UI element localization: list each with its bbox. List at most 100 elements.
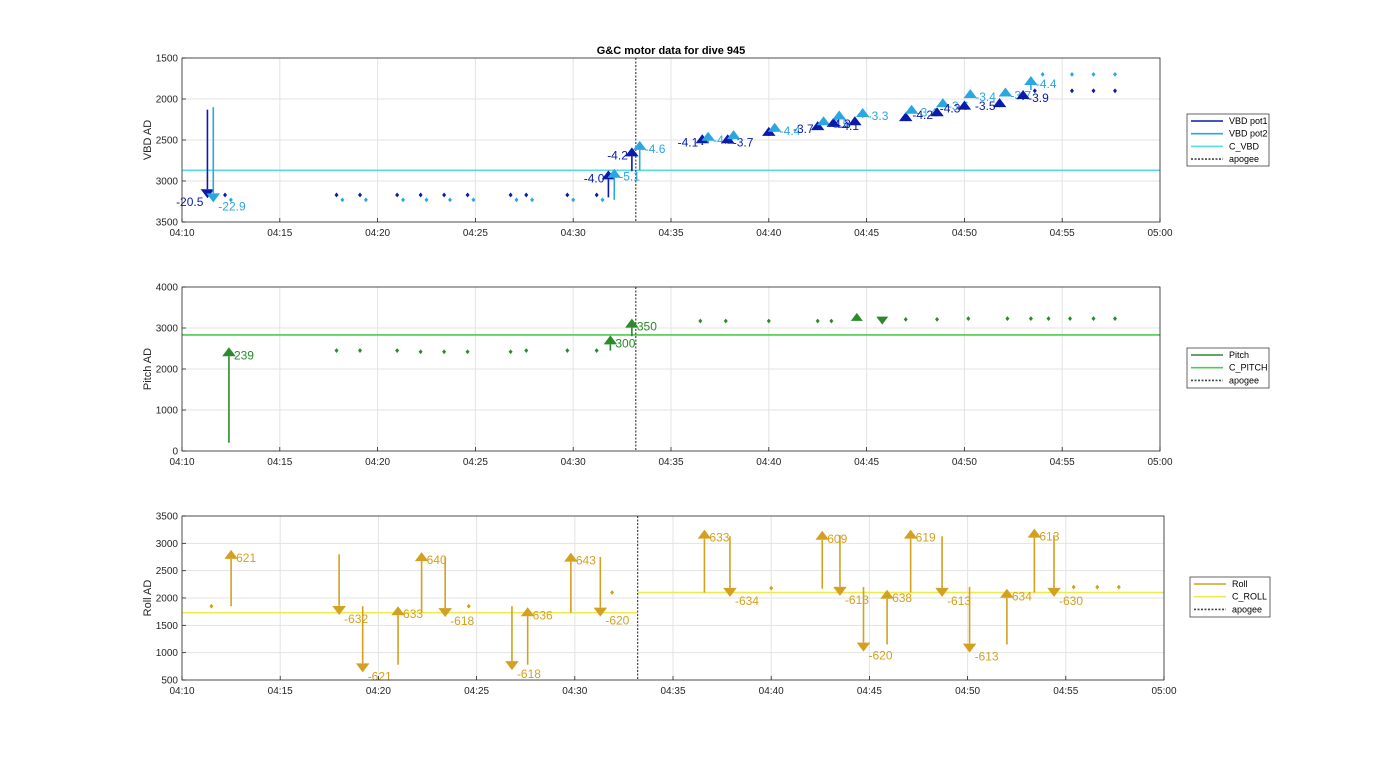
y-tick-label: 2000 bbox=[156, 95, 179, 106]
legend-label: Roll bbox=[1232, 579, 1248, 589]
arrow-head bbox=[332, 605, 346, 615]
y-tick-label: 1000 bbox=[156, 648, 179, 659]
data-point bbox=[418, 192, 423, 198]
arrow-head bbox=[930, 107, 944, 117]
data-point bbox=[1113, 88, 1118, 94]
x-tick-label: 04:55 bbox=[1050, 228, 1075, 239]
arrow-head bbox=[856, 642, 871, 652]
data-point bbox=[723, 318, 728, 324]
x-tick-label: 05:00 bbox=[1147, 457, 1172, 468]
arrow-label: -3.3 bbox=[868, 109, 889, 123]
arrow-head bbox=[625, 147, 639, 157]
y-tick-label: 4000 bbox=[156, 283, 179, 294]
x-tick-label: 04:40 bbox=[756, 228, 781, 239]
x-tick-label: 04:20 bbox=[366, 686, 391, 697]
x-tick-label: 04:50 bbox=[955, 686, 980, 697]
arrow-head bbox=[767, 122, 782, 132]
x-tick-label: 04:45 bbox=[854, 228, 879, 239]
data-point bbox=[1116, 584, 1121, 590]
data-point bbox=[769, 585, 774, 591]
arrow-head bbox=[564, 552, 578, 562]
legend-label: VBD pot2 bbox=[1229, 129, 1268, 139]
arrow-label: -22.9 bbox=[218, 199, 246, 213]
x-tick-label: 04:30 bbox=[561, 457, 586, 468]
legend-label: C_VBD bbox=[1229, 141, 1260, 151]
plot-frame bbox=[181, 515, 1165, 681]
arrow-label: -613 bbox=[947, 594, 971, 608]
x-tick-label: 04:10 bbox=[169, 457, 194, 468]
x-tick-label: 04:25 bbox=[463, 228, 488, 239]
arrow-head bbox=[904, 104, 919, 114]
data-point bbox=[334, 348, 339, 353]
data-point bbox=[466, 603, 471, 609]
arrow-head bbox=[355, 663, 370, 673]
arrow-head bbox=[593, 607, 608, 617]
arrow-label: -634 bbox=[735, 594, 759, 608]
data-point bbox=[1113, 72, 1118, 77]
data-point bbox=[442, 192, 447, 198]
data-point bbox=[340, 197, 345, 203]
x-tick-label: 04:20 bbox=[365, 228, 390, 239]
data-point bbox=[401, 197, 406, 203]
arrow-label: -3.4 bbox=[975, 90, 996, 104]
arrow-label: 633 bbox=[403, 607, 423, 621]
arrow-head bbox=[726, 130, 741, 140]
y-tick-label: 2500 bbox=[156, 566, 179, 577]
y-axis-label: Pitch AD bbox=[142, 348, 154, 390]
data-point bbox=[508, 192, 513, 198]
y-tick-label: 1000 bbox=[156, 406, 179, 417]
y-tick-label: 1500 bbox=[156, 621, 179, 632]
y-axis-label: Roll AD bbox=[142, 580, 154, 617]
arrow-label: -620 bbox=[869, 649, 893, 663]
arrow-label: -3.7 bbox=[793, 122, 814, 136]
x-tick-label: 04:50 bbox=[952, 228, 977, 239]
arrow-head bbox=[695, 134, 710, 144]
arrow-head bbox=[855, 108, 870, 118]
arrow-head bbox=[607, 168, 622, 178]
pitch-panel: 04:10 04:15 04:20 04:25 04:30 04:35 04:40 04:45… bbox=[142, 283, 1270, 468]
data-point bbox=[1046, 316, 1051, 321]
x-tick-label: 04:45 bbox=[854, 457, 879, 468]
x-tick-label: 04:55 bbox=[1053, 686, 1078, 697]
arrow-label: 633 bbox=[709, 531, 729, 545]
x-tick-label: 05:00 bbox=[1147, 228, 1172, 239]
arrow-label: -4.1 bbox=[678, 135, 699, 149]
x-tick-label: 04:40 bbox=[756, 457, 781, 468]
arrow-label: -4.2 bbox=[912, 108, 933, 122]
arrow-head bbox=[438, 608, 452, 618]
x-tick-label: 04:15 bbox=[268, 686, 293, 697]
data-point bbox=[1032, 88, 1037, 94]
arrow-head bbox=[962, 643, 977, 653]
legend-label: apogee bbox=[1232, 604, 1262, 614]
arrow-head bbox=[992, 98, 1007, 108]
arrow-label: -4.6 bbox=[645, 142, 666, 156]
data-point bbox=[1095, 584, 1100, 590]
data-point bbox=[465, 349, 470, 355]
data-point bbox=[418, 349, 423, 355]
arrow-label: 619 bbox=[916, 531, 936, 545]
arrow-head bbox=[1047, 587, 1061, 597]
x-tick-label: 04:35 bbox=[660, 686, 685, 697]
data-point bbox=[228, 197, 233, 203]
data-point bbox=[465, 192, 470, 198]
data-point bbox=[209, 603, 214, 609]
data-point bbox=[357, 192, 362, 198]
data-point bbox=[594, 348, 599, 353]
arrow-label: -613 bbox=[975, 650, 999, 664]
arrow-label: 609 bbox=[827, 532, 847, 546]
arrow-label: 634 bbox=[1012, 590, 1032, 604]
arrow-label: 613 bbox=[1039, 530, 1059, 544]
arrow-label: 638 bbox=[892, 591, 912, 605]
data-point bbox=[1091, 88, 1096, 94]
arrow-head bbox=[391, 606, 405, 616]
arrow-label: -3.4 bbox=[917, 106, 938, 120]
data-point bbox=[565, 348, 570, 353]
arrow-head bbox=[723, 587, 737, 597]
arrow-head bbox=[1027, 528, 1042, 538]
y-tick-label: 3000 bbox=[156, 177, 179, 188]
arrow-label: -3.5 bbox=[975, 99, 996, 113]
arrow-label: -20.5 bbox=[176, 195, 204, 209]
